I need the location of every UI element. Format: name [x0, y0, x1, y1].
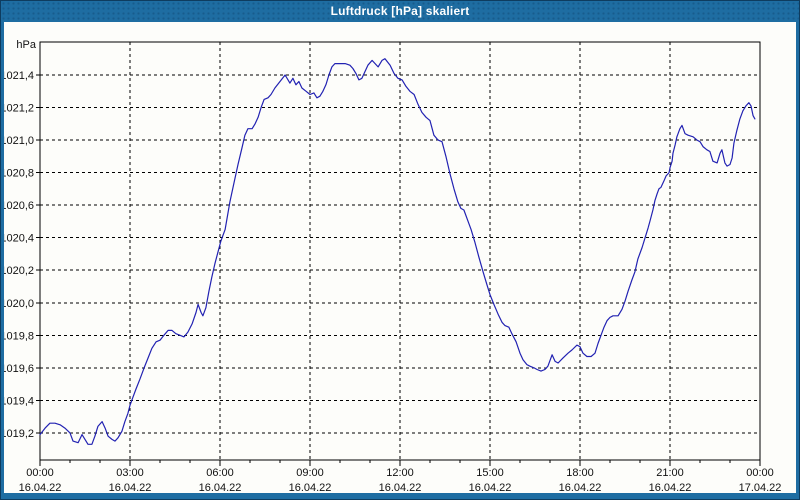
y-tick-label: 1021,2 — [4, 103, 34, 115]
window-title: Luftdruck [hPa] skaliert — [330, 4, 470, 18]
y-tick-label: 1019,6 — [4, 363, 34, 375]
pressure-series-line — [39, 58, 756, 445]
y-tick-label: 1021,4 — [4, 70, 34, 82]
y-tick-label: 1020,0 — [4, 298, 34, 310]
x-tick-time-label: 18:00 — [566, 467, 594, 479]
pressure-line-chart: 1021,4 1021,2 1021,0 1020,8 1020,6 1020,4 1020… — [1, 39, 782, 494]
y-tick-label: 1021,0 — [4, 135, 34, 147]
y-tick-label: 1019,2 — [4, 428, 34, 440]
x-tick-time-label: 15:00 — [476, 467, 504, 479]
x-tick-date-label: 16.04.22 — [649, 482, 692, 493]
y-tick-label: 1020,4 — [4, 233, 34, 245]
x-tick-date-label: 16.04.22 — [109, 482, 152, 493]
x-tick-date-label: 16.04.22 — [469, 482, 512, 493]
y-tick-label: 1020,8 — [4, 168, 34, 180]
y-tick-label: 1020,6 — [4, 200, 34, 212]
x-tick-date-label: 16.04.22 — [559, 482, 602, 493]
x-tick-date-label: 16.04.22 — [199, 482, 242, 493]
y-tick-label: 1020,2 — [4, 265, 34, 277]
y-tick-label: 1019,4 — [4, 395, 34, 407]
chart-area: 1021,4 1021,2 1021,0 1020,8 1020,6 1020,4 1020… — [1, 22, 796, 494]
x-tick-time-label: 12:00 — [386, 467, 414, 479]
x-tick-date-label: 16.04.22 — [379, 482, 422, 493]
x-tick-date-label: 17.04.22 — [739, 482, 782, 493]
x-tick-time-label: 00:00 — [26, 467, 54, 479]
x-tick-time-label: 03:00 — [116, 467, 144, 479]
x-tick-time-label: 09:00 — [296, 467, 324, 479]
x-tick-date-label: 16.04.22 — [289, 482, 332, 493]
x-tick-time-label: 00:00 — [746, 467, 774, 479]
x-tick-time-label: 06:00 — [206, 467, 234, 479]
x-tick-time-label: 21:00 — [656, 467, 684, 479]
title-bar: Luftdruck [hPa] skaliert — [1, 1, 799, 22]
y-tick-label: 1019,8 — [4, 330, 34, 342]
y-axis-unit-label: hPa — [16, 39, 36, 51]
x-tick-date-label: 16.04.22 — [19, 482, 62, 493]
plot-border — [39, 41, 761, 461]
